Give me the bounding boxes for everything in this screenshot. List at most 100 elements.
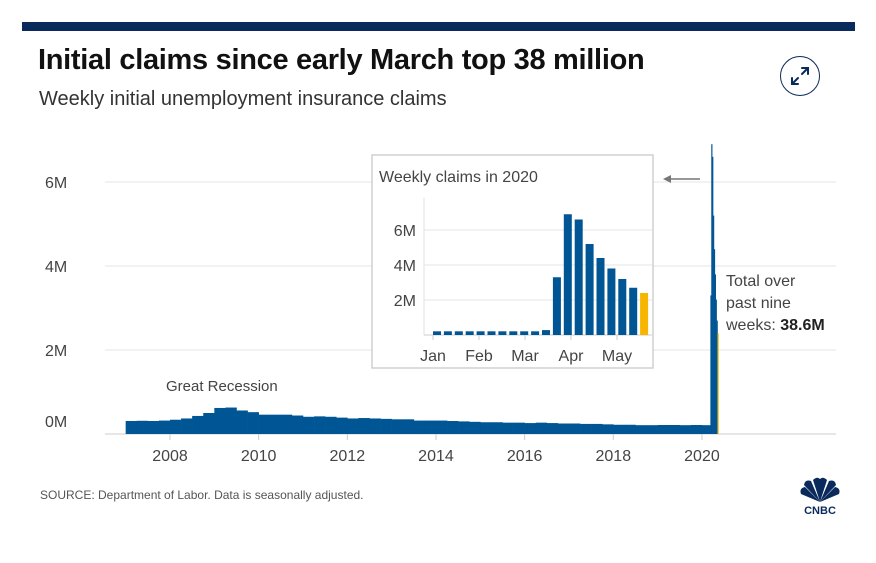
data-bar — [269, 414, 282, 434]
chart-subtitle: Weekly initial unemployment insurance cl… — [39, 88, 447, 110]
data-bar — [203, 413, 215, 434]
data-bar — [391, 419, 404, 434]
data-bar — [325, 416, 337, 434]
y-tick-label: 0M — [45, 414, 67, 431]
expand-arrows-icon — [791, 67, 809, 85]
source-note: SOURCE: Department of Labor. Data is sea… — [40, 488, 364, 502]
data-bar — [580, 423, 592, 434]
top-bar — [22, 22, 855, 31]
data-bar — [524, 423, 537, 434]
data-bar — [192, 415, 204, 434]
x-tick-label: 2012 — [330, 448, 366, 465]
inset-bar — [433, 331, 441, 335]
inset-bar — [640, 293, 649, 335]
data-bar — [668, 424, 681, 434]
data-bar — [710, 295, 712, 434]
data-bar — [535, 422, 548, 434]
total-annotation: Total over past nine weeks: 38.6M — [726, 271, 825, 337]
data-bar — [170, 419, 182, 434]
inset-bar — [585, 244, 594, 335]
data-bar — [247, 412, 259, 434]
data-bar — [646, 425, 658, 434]
inset-x-tick-label: Mar — [511, 348, 539, 365]
data-bar — [435, 420, 448, 434]
inset-bar — [498, 331, 507, 335]
inset-x-tick-label: Apr — [559, 348, 585, 365]
svg-text:CNBC: CNBC — [804, 505, 836, 516]
data-bar — [557, 423, 570, 434]
annotation-line: past nine — [726, 295, 791, 312]
y-tick-label: 6M — [45, 175, 67, 192]
x-tick-label: 2020 — [684, 448, 720, 465]
inset-bar — [531, 331, 540, 335]
data-bar — [716, 320, 718, 434]
inset-title: Weekly claims in 2020 — [379, 169, 538, 186]
data-bar — [314, 416, 326, 434]
inset-bar — [607, 268, 616, 335]
inset-y-tick-label: 2M — [394, 293, 416, 310]
data-bar — [358, 418, 370, 434]
data-bar — [424, 420, 437, 434]
data-bar — [447, 420, 459, 434]
x-tick-label: 2010 — [241, 448, 277, 465]
data-bar — [568, 423, 581, 434]
data-bar — [491, 422, 503, 434]
x-tick-label: 2016 — [507, 448, 543, 465]
data-bar — [602, 424, 614, 434]
data-bar — [280, 414, 293, 434]
annotation-line: Total over — [726, 273, 796, 290]
data-bar — [657, 424, 670, 434]
data-bar — [125, 420, 138, 434]
inset-bar — [476, 331, 485, 335]
data-bar — [136, 420, 149, 434]
data-bar — [715, 299, 717, 434]
x-tick-label: 2014 — [418, 448, 454, 465]
data-bar — [713, 249, 716, 434]
great-recession-label: Great Recession — [166, 378, 278, 395]
data-bar — [258, 414, 271, 434]
inset-chart: Weekly claims in 2020 2M 4M 6M Jan Feb Mar Apr… — [371, 154, 654, 369]
data-bar — [513, 422, 525, 434]
x-tick-label: 2008 — [152, 448, 188, 465]
inset-bar — [596, 258, 605, 335]
data-bar — [713, 215, 715, 434]
inset-x-tick-label: Jan — [420, 348, 446, 365]
data-bar — [236, 410, 248, 434]
data-bar — [502, 422, 514, 434]
expand-button[interactable] — [780, 56, 820, 96]
data-bar — [458, 421, 470, 434]
data-bar — [158, 420, 171, 434]
inset-bar — [574, 219, 583, 335]
data-bar — [711, 144, 713, 434]
data-bar — [469, 421, 481, 434]
inset-bar — [443, 331, 452, 335]
main-chart: 0M 2M 4M 6M 2008 2010 2012 2014 2016 2018 2020 Gre… — [45, 144, 836, 465]
inset-bar — [509, 331, 518, 335]
annotation-total-value: 38.6M — [780, 317, 825, 334]
data-bar — [624, 424, 636, 434]
inset-bar — [563, 214, 572, 335]
data-bar — [413, 420, 426, 434]
data-bar — [369, 418, 381, 434]
inset-bar — [487, 331, 496, 335]
inset-bar — [454, 331, 463, 335]
data-bar — [336, 417, 348, 434]
data-bar — [181, 418, 193, 434]
data-bar — [712, 156, 714, 435]
data-bar — [701, 425, 711, 434]
data-bar — [402, 419, 415, 434]
inset-y-tick-label: 6M — [394, 223, 416, 240]
chart-title: Initial claims since early March top 38 … — [38, 44, 645, 76]
data-bar — [679, 425, 692, 434]
inset-x-tick-label: Feb — [465, 348, 493, 365]
data-bar — [347, 418, 359, 434]
cnbc-logo: CNBC — [795, 476, 845, 521]
peacock-logo-icon: CNBC — [800, 477, 840, 517]
inset-bar — [618, 279, 627, 335]
data-bar — [380, 418, 392, 434]
inset-x-tick-label: May — [602, 348, 632, 365]
data-bar — [214, 407, 226, 434]
inset-bar — [552, 277, 561, 335]
data-bar — [635, 425, 647, 434]
data-bar — [147, 420, 160, 434]
